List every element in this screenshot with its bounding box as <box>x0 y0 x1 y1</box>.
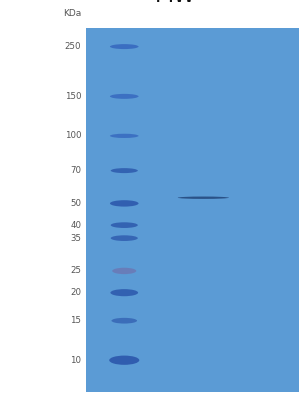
Text: 25: 25 <box>70 267 81 275</box>
Ellipse shape <box>111 318 137 324</box>
Text: 50: 50 <box>70 199 81 208</box>
Ellipse shape <box>111 222 138 228</box>
Text: 150: 150 <box>65 92 81 101</box>
Ellipse shape <box>109 356 139 365</box>
Text: 10: 10 <box>70 356 81 365</box>
Text: 35: 35 <box>70 234 81 243</box>
Text: 40: 40 <box>70 221 81 229</box>
Bar <box>86 28 299 392</box>
Text: 100: 100 <box>65 132 81 140</box>
Ellipse shape <box>110 134 138 138</box>
Ellipse shape <box>110 200 138 207</box>
Ellipse shape <box>111 168 138 173</box>
Ellipse shape <box>111 235 138 241</box>
Ellipse shape <box>110 94 138 99</box>
Text: KDa: KDa <box>63 9 81 18</box>
Ellipse shape <box>178 197 229 199</box>
Text: 15: 15 <box>70 316 81 325</box>
Text: 70: 70 <box>70 166 81 175</box>
Ellipse shape <box>112 268 136 274</box>
Ellipse shape <box>110 289 138 296</box>
Text: MW: MW <box>155 0 196 6</box>
Text: 20: 20 <box>70 288 81 297</box>
Text: 250: 250 <box>65 42 81 51</box>
Ellipse shape <box>110 44 138 49</box>
